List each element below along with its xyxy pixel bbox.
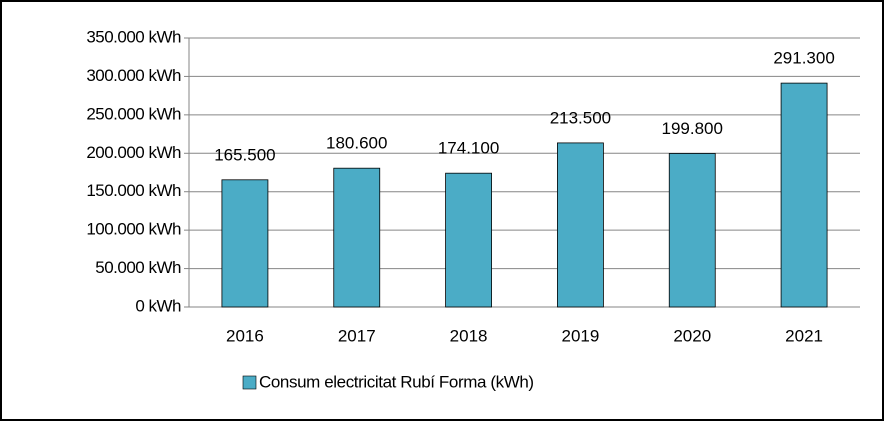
y-tick-label: 300.000 kWh bbox=[86, 66, 181, 85]
bar bbox=[333, 167, 381, 308]
bar bbox=[221, 179, 269, 308]
y-tick-label: 200.000 kWh bbox=[86, 143, 181, 162]
x-tick-label: 2021 bbox=[785, 326, 823, 345]
bar bbox=[557, 142, 604, 308]
x-tick-label: 2016 bbox=[226, 326, 264, 345]
y-tick-label: 50.000 kWh bbox=[95, 258, 181, 277]
data-label: 165.500 bbox=[214, 145, 275, 164]
bar bbox=[445, 172, 492, 308]
data-label: 199.800 bbox=[662, 119, 723, 138]
y-tick-label: 150.000 kWh bbox=[86, 181, 181, 200]
data-label: 174.100 bbox=[438, 139, 499, 158]
data-label: 213.500 bbox=[550, 108, 611, 127]
bar bbox=[668, 153, 716, 308]
data-label: 291.300 bbox=[773, 49, 834, 68]
y-tick-label: 0 kWh bbox=[135, 296, 181, 315]
x-tick-label: 2017 bbox=[338, 326, 376, 345]
data-label: 180.600 bbox=[326, 134, 387, 153]
bar bbox=[780, 82, 828, 308]
y-tick-label: 100.000 kWh bbox=[86, 220, 181, 239]
y-tick-label: 350.000 kWh bbox=[86, 27, 181, 46]
x-tick-label: 2019 bbox=[562, 326, 600, 345]
y-tick-label: 250.000 kWh bbox=[86, 104, 181, 123]
legend-label: Consum electricitat Rubí Forma (kWh) bbox=[259, 372, 534, 391]
x-tick-label: 2018 bbox=[450, 326, 488, 345]
x-tick-label: 2020 bbox=[673, 326, 711, 345]
legend-swatch bbox=[242, 375, 257, 390]
